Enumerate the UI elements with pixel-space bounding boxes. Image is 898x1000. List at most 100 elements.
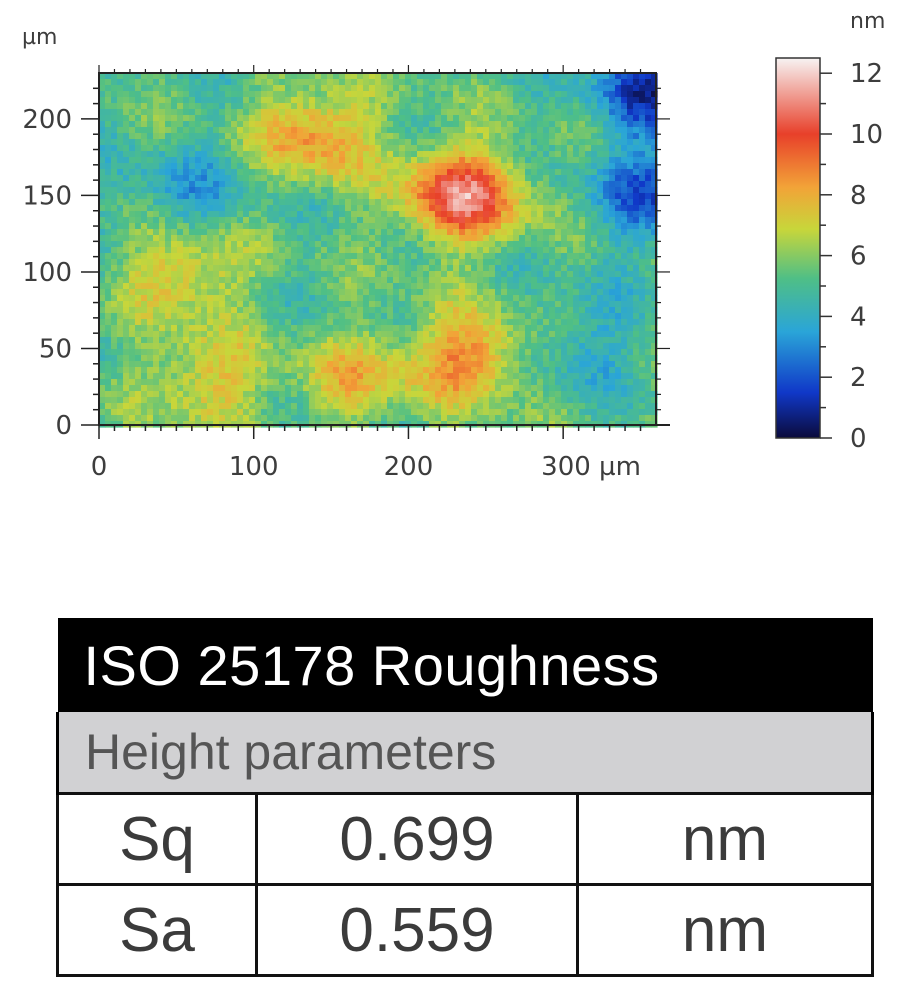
heatmap-cell: [321, 277, 328, 284]
heatmap-cell: [651, 235, 658, 242]
heatmap-cell: [627, 199, 634, 206]
heatmap-cell: [513, 379, 520, 386]
heatmap-cell: [207, 361, 214, 368]
heatmap-cell: [555, 373, 562, 380]
heatmap-cell: [609, 85, 616, 92]
heatmap-cell: [483, 325, 490, 332]
heatmap-cell: [321, 301, 328, 308]
heatmap-cell: [183, 337, 190, 344]
heatmap-cell: [165, 391, 172, 398]
heatmap-cell: [507, 139, 514, 146]
heatmap-cell: [495, 115, 502, 122]
heatmap-cell: [615, 121, 622, 128]
heatmap-cell: [531, 385, 538, 392]
heatmap-cell: [105, 223, 112, 230]
heatmap-cell: [381, 367, 388, 374]
heatmap-cell: [183, 145, 190, 152]
heatmap-cell: [567, 349, 574, 356]
heatmap-cell: [531, 109, 538, 116]
heatmap-cell: [117, 337, 124, 344]
heatmap-cell: [129, 229, 136, 236]
heatmap-cell: [123, 265, 130, 272]
heatmap-cell: [609, 139, 616, 146]
heatmap-cell: [195, 121, 202, 128]
heatmap-cell: [585, 91, 592, 98]
heatmap-cell: [519, 313, 526, 320]
heatmap-cell: [273, 139, 280, 146]
heatmap-cell: [621, 253, 628, 260]
heatmap-cell: [111, 289, 118, 296]
heatmap-cell: [357, 337, 364, 344]
heatmap-cell: [315, 163, 322, 170]
heatmap-cell: [243, 247, 250, 254]
heatmap-cell: [129, 319, 136, 326]
heatmap-cell: [165, 385, 172, 392]
heatmap-cell: [225, 73, 232, 80]
heatmap-cell: [447, 163, 454, 170]
heatmap-cell: [471, 253, 478, 260]
heatmap-cell: [411, 157, 418, 164]
heatmap-cell: [147, 163, 154, 170]
heatmap-cell: [435, 313, 442, 320]
heatmap-cell: [591, 139, 598, 146]
heatmap-cell: [381, 247, 388, 254]
heatmap-cell: [489, 337, 496, 344]
heatmap-cell: [465, 241, 472, 248]
heatmap-cell: [591, 103, 598, 110]
heatmap-cell: [189, 343, 196, 350]
heatmap-cell: [381, 313, 388, 320]
heatmap-cell: [165, 265, 172, 272]
heatmap-cell: [489, 163, 496, 170]
heatmap-cell: [609, 385, 616, 392]
heatmap-cell: [147, 217, 154, 224]
heatmap-cell: [567, 289, 574, 296]
heatmap-cell: [105, 217, 112, 224]
heatmap-cell: [567, 277, 574, 284]
heatmap-cell: [651, 241, 658, 248]
heatmap-cell: [603, 367, 610, 374]
heatmap-cell: [435, 139, 442, 146]
heatmap-cell: [591, 73, 598, 80]
heatmap-cell: [237, 133, 244, 140]
heatmap-cell: [195, 265, 202, 272]
heatmap-cell: [387, 211, 394, 218]
heatmap-cell: [231, 109, 238, 116]
heatmap-cell: [99, 379, 106, 386]
heatmap-cell: [213, 79, 220, 86]
heatmap-cell: [483, 73, 490, 80]
heatmap-cell: [291, 133, 298, 140]
heatmap-cell: [543, 265, 550, 272]
heatmap-cell: [633, 247, 640, 254]
heatmap-cell: [399, 343, 406, 350]
heatmap-cell: [399, 373, 406, 380]
heatmap-cell: [471, 295, 478, 302]
heatmap-cell: [279, 127, 286, 134]
heatmap-cell: [129, 391, 136, 398]
heatmap-cell: [639, 343, 646, 350]
heatmap-cell: [219, 73, 226, 80]
heatmap-cell: [381, 115, 388, 122]
heatmap-cell: [501, 205, 508, 212]
heatmap-cell: [531, 145, 538, 152]
heatmap-cell: [189, 289, 196, 296]
heatmap-cell: [219, 379, 226, 386]
heatmap-cell: [279, 169, 286, 176]
heatmap-cell: [105, 295, 112, 302]
heatmap-cell: [171, 133, 178, 140]
heatmap-cell: [297, 373, 304, 380]
heatmap-cell: [435, 97, 442, 104]
heatmap-cell: [507, 253, 514, 260]
heatmap-cell: [363, 295, 370, 302]
heatmap-cell: [543, 295, 550, 302]
heatmap-cell: [609, 325, 616, 332]
heatmap-cell: [111, 307, 118, 314]
heatmap-cell: [285, 277, 292, 284]
heatmap-cell: [405, 79, 412, 86]
heatmap-cell: [231, 277, 238, 284]
heatmap-cell: [201, 379, 208, 386]
heatmap-cell: [621, 289, 628, 296]
heatmap-cell: [291, 199, 298, 206]
heatmap-cell: [207, 355, 214, 362]
heatmap-cell: [501, 211, 508, 218]
heatmap-cell: [189, 379, 196, 386]
